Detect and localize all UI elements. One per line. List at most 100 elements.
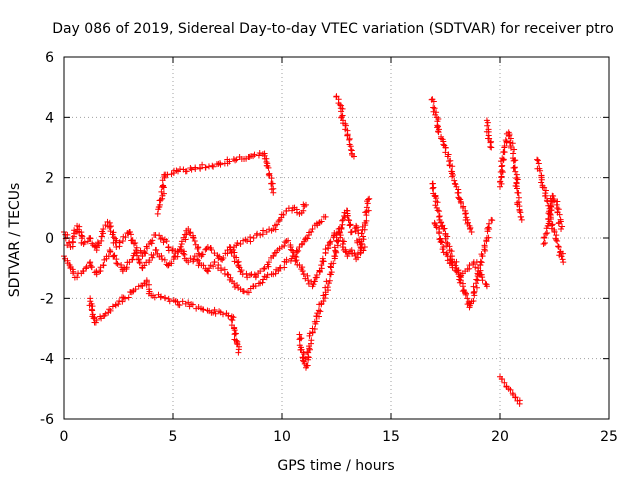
data-marker bbox=[319, 255, 326, 262]
data-marker bbox=[542, 187, 549, 194]
data-marker bbox=[157, 235, 164, 242]
data-point bbox=[353, 222, 360, 229]
data-marker bbox=[76, 223, 83, 230]
data-point bbox=[119, 268, 126, 275]
y-tick-label: -2 bbox=[40, 291, 54, 307]
data-point bbox=[211, 250, 218, 257]
data-marker bbox=[549, 221, 556, 228]
data-point bbox=[512, 168, 519, 175]
data-point bbox=[466, 262, 473, 269]
data-point bbox=[292, 253, 299, 260]
data-marker bbox=[197, 165, 204, 172]
data-marker bbox=[496, 178, 503, 185]
data-marker bbox=[226, 158, 233, 165]
data-marker bbox=[123, 264, 130, 271]
data-point bbox=[237, 241, 244, 248]
data-marker bbox=[338, 113, 345, 120]
data-marker bbox=[293, 257, 300, 264]
data-marker bbox=[187, 229, 194, 236]
data-marker bbox=[189, 301, 196, 308]
data-marker bbox=[442, 149, 449, 156]
data-marker bbox=[311, 325, 318, 332]
data-marker bbox=[556, 219, 563, 226]
data-marker bbox=[206, 265, 213, 272]
data-marker bbox=[365, 207, 372, 214]
data-marker bbox=[287, 246, 294, 253]
data-marker bbox=[181, 251, 188, 258]
data-point bbox=[553, 201, 560, 208]
data-marker bbox=[346, 217, 353, 224]
data-marker bbox=[93, 316, 100, 323]
data-marker bbox=[166, 298, 173, 305]
data-point bbox=[459, 204, 466, 211]
data-point bbox=[516, 400, 523, 407]
data-point bbox=[540, 241, 547, 248]
data-marker bbox=[300, 238, 307, 245]
data-marker bbox=[116, 239, 123, 246]
data-series bbox=[61, 93, 567, 407]
data-marker bbox=[129, 288, 136, 295]
data-marker bbox=[556, 211, 563, 218]
data-marker bbox=[320, 298, 327, 305]
data-point bbox=[250, 235, 257, 241]
data-marker bbox=[179, 298, 186, 305]
data-marker bbox=[243, 270, 250, 277]
data-marker bbox=[180, 250, 187, 257]
data-point bbox=[224, 271, 231, 278]
data-marker bbox=[435, 128, 442, 135]
data-marker bbox=[499, 169, 506, 176]
data-marker bbox=[235, 263, 242, 270]
data-marker bbox=[298, 241, 305, 248]
data-marker bbox=[272, 270, 279, 277]
data-point bbox=[335, 228, 342, 235]
data-marker bbox=[158, 188, 165, 195]
data-marker bbox=[499, 155, 506, 162]
data-marker bbox=[74, 228, 81, 235]
data-marker bbox=[511, 165, 518, 172]
data-point bbox=[204, 244, 211, 251]
data-marker bbox=[168, 260, 175, 267]
data-marker bbox=[149, 237, 156, 244]
data-marker bbox=[209, 162, 216, 169]
data-marker bbox=[348, 146, 355, 153]
data-marker bbox=[87, 298, 94, 305]
data-point bbox=[185, 259, 192, 266]
data-marker bbox=[100, 262, 107, 269]
data-marker bbox=[316, 313, 323, 320]
data-point bbox=[470, 289, 477, 296]
data-point bbox=[350, 153, 357, 160]
y-tick-label: 4 bbox=[45, 110, 54, 126]
data-marker bbox=[534, 157, 541, 164]
data-marker bbox=[176, 302, 183, 309]
data-marker bbox=[463, 214, 470, 221]
data-marker bbox=[326, 239, 333, 246]
data-marker bbox=[552, 235, 559, 242]
data-marker bbox=[310, 281, 317, 288]
data-marker bbox=[115, 301, 122, 308]
data-marker bbox=[81, 239, 88, 246]
data-marker bbox=[199, 251, 206, 258]
data-marker bbox=[114, 260, 121, 267]
data-point bbox=[261, 265, 268, 272]
data-marker bbox=[162, 295, 169, 302]
data-marker bbox=[354, 251, 361, 258]
data-point bbox=[270, 253, 277, 260]
data-marker bbox=[498, 163, 505, 170]
data-marker bbox=[305, 231, 312, 238]
data-marker bbox=[348, 229, 355, 236]
data-marker bbox=[151, 294, 158, 301]
data-point bbox=[479, 277, 486, 284]
data-marker bbox=[486, 220, 493, 227]
data-marker bbox=[174, 253, 181, 260]
data-point bbox=[501, 379, 508, 386]
data-marker bbox=[296, 336, 303, 343]
data-marker bbox=[186, 230, 193, 237]
data-point bbox=[534, 156, 541, 163]
data-marker bbox=[499, 167, 506, 174]
data-marker bbox=[339, 243, 346, 250]
data-marker bbox=[136, 259, 143, 266]
data-marker bbox=[268, 186, 275, 193]
data-marker bbox=[174, 298, 181, 305]
data-marker bbox=[363, 204, 370, 211]
data-marker bbox=[546, 211, 553, 218]
